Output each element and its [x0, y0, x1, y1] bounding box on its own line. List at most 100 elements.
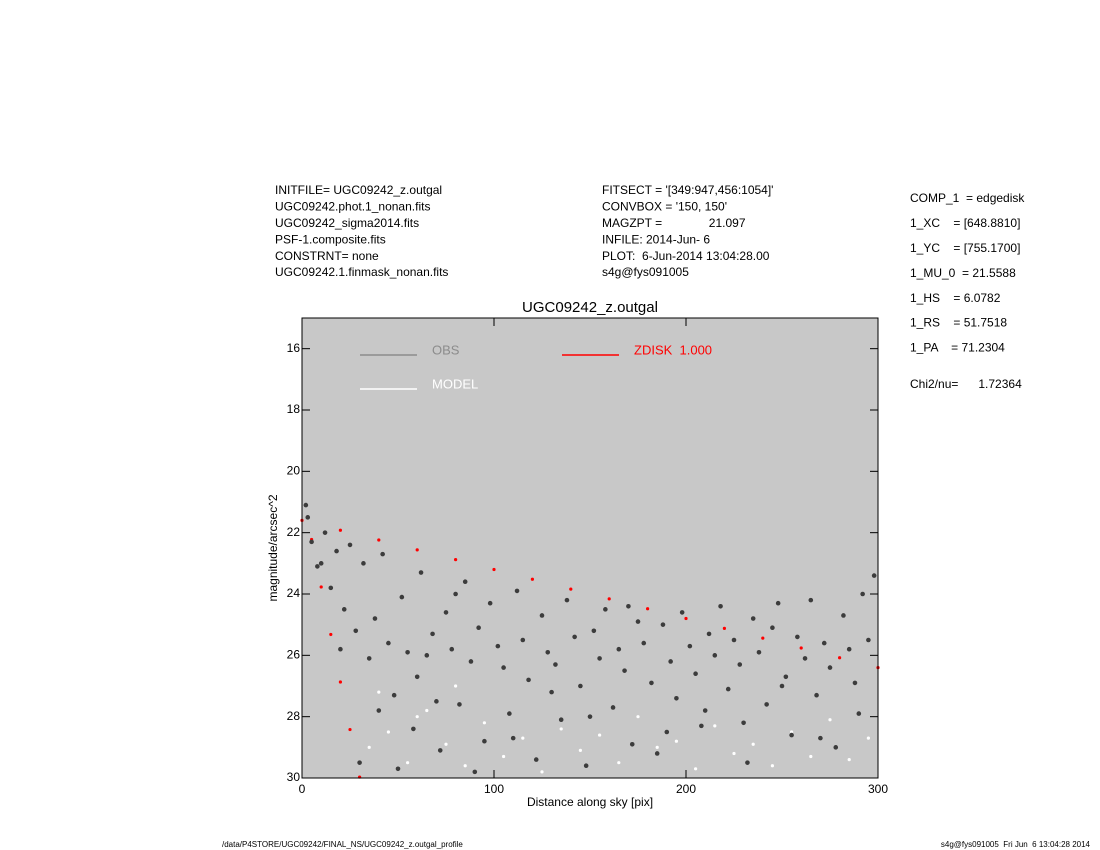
- point: [847, 758, 851, 762]
- x-tick-label: 300: [868, 782, 888, 796]
- point: [530, 577, 535, 581]
- point: [866, 736, 871, 740]
- point: [814, 692, 819, 698]
- header-line: CONSTRNT= none: [275, 249, 379, 263]
- y-tick-label: 24: [287, 586, 301, 600]
- x-tick-label: 0: [299, 782, 306, 796]
- point: [789, 732, 794, 738]
- point: [603, 607, 608, 612]
- y-tick-label: 28: [287, 709, 301, 723]
- point: [545, 649, 551, 655]
- point: [487, 600, 493, 606]
- point: [828, 718, 832, 722]
- legend-label: OBS: [432, 342, 460, 357]
- point: [386, 730, 390, 734]
- point: [750, 616, 756, 621]
- point: [718, 603, 723, 609]
- point: [372, 616, 378, 621]
- point: [540, 770, 544, 774]
- point: [443, 610, 449, 615]
- header-line: 1_YC = [755.1700]: [910, 241, 1020, 255]
- point: [674, 695, 679, 701]
- point: [852, 680, 858, 686]
- point: [808, 597, 814, 603]
- point: [482, 721, 486, 725]
- point: [790, 730, 794, 734]
- point: [309, 539, 314, 545]
- point: [799, 646, 803, 650]
- point: [502, 754, 506, 759]
- point: [521, 736, 525, 740]
- point: [303, 502, 309, 508]
- point: [415, 548, 419, 552]
- point: [463, 764, 467, 768]
- point: [646, 607, 650, 611]
- point: [616, 646, 622, 652]
- point: [578, 683, 583, 689]
- point: [660, 622, 666, 627]
- point: [770, 625, 775, 631]
- point: [564, 597, 570, 603]
- point: [526, 677, 531, 683]
- point: [425, 708, 429, 713]
- point: [745, 760, 750, 765]
- point: [558, 717, 564, 723]
- header-line: INITFILE= UGC09242_z.outgal: [275, 183, 442, 197]
- point: [821, 640, 827, 646]
- point: [348, 727, 352, 732]
- point: [414, 674, 420, 680]
- legend-label: MODEL: [432, 376, 478, 391]
- point: [629, 741, 635, 747]
- point: [353, 628, 359, 634]
- y-axis-label: magnitude/arcsec^2: [266, 494, 280, 601]
- point: [492, 567, 496, 572]
- point: [702, 708, 708, 713]
- point: [415, 715, 419, 719]
- point: [395, 766, 401, 772]
- point: [437, 748, 443, 753]
- x-tick-label: 100: [484, 782, 504, 796]
- y-tick-label: 30: [287, 770, 301, 784]
- y-tick-label: 22: [287, 525, 301, 539]
- point: [377, 690, 381, 694]
- point: [328, 585, 334, 591]
- point: [347, 542, 353, 548]
- point: [341, 607, 347, 612]
- point: [338, 646, 343, 652]
- point: [846, 646, 852, 652]
- point: [453, 591, 458, 597]
- point: [764, 702, 769, 707]
- point: [871, 573, 877, 578]
- point: [713, 724, 717, 728]
- point: [668, 659, 673, 664]
- point: [687, 643, 693, 649]
- header-line: PLOT: 6-Jun-2014 13:04:28.00: [602, 249, 770, 263]
- point: [366, 656, 372, 661]
- point: [454, 684, 458, 688]
- point: [357, 760, 362, 765]
- point: [444, 742, 448, 746]
- point: [694, 767, 698, 771]
- point: [319, 585, 323, 589]
- y-tick-label: 18: [287, 402, 301, 416]
- point: [674, 739, 679, 743]
- point: [622, 668, 627, 673]
- chart-title: UGC09242_z.outgal: [522, 299, 658, 316]
- point: [507, 711, 512, 716]
- point: [430, 631, 435, 637]
- header-line: UGC09242.phot.1_nonan.fits: [275, 200, 430, 214]
- point: [569, 587, 573, 591]
- point: [449, 646, 455, 652]
- point: [482, 738, 487, 744]
- point: [583, 763, 589, 769]
- x-axis-label: Distance along sky [pix]: [527, 795, 653, 809]
- point: [795, 634, 800, 640]
- point: [520, 637, 526, 643]
- chi2: Chi2/nu= 1.72364: [910, 377, 1022, 391]
- point: [587, 714, 593, 719]
- point: [514, 588, 520, 594]
- point: [318, 561, 324, 566]
- point: [539, 613, 545, 618]
- point: [818, 735, 823, 741]
